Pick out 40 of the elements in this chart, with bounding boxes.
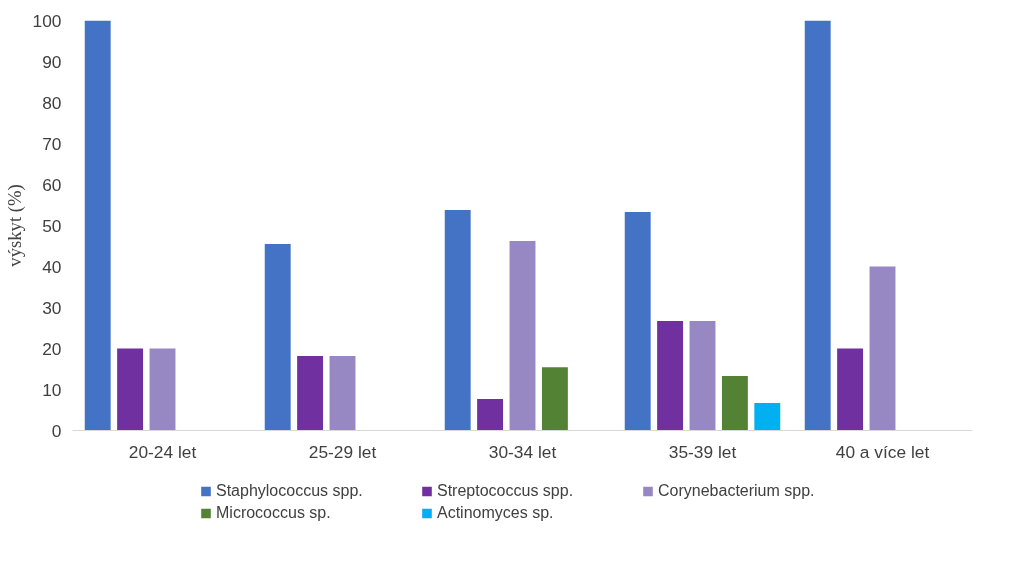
- legend-label: Corynebacterium spp.: [658, 481, 816, 500]
- y-tick-label: 90: [42, 51, 62, 72]
- bar: [869, 266, 896, 431]
- y-tick-label: 50: [42, 215, 62, 236]
- bar: [689, 321, 716, 431]
- y-tick-label: 20: [42, 338, 62, 359]
- bar: [721, 375, 748, 431]
- y-tick-label: 10: [42, 379, 62, 400]
- bar: [804, 20, 831, 431]
- bar: [509, 241, 536, 431]
- bar: [297, 355, 324, 431]
- x-tick-label: 30-34 let: [488, 441, 557, 462]
- legend-label: Actinomyces sp.: [437, 503, 555, 522]
- bar: [477, 398, 504, 431]
- y-tick-label: 80: [42, 92, 62, 113]
- legend-label: Staphylococcus spp.: [216, 481, 364, 500]
- y-tick-label: 70: [42, 133, 62, 154]
- x-tick-label: 25-29 let: [308, 441, 377, 462]
- y-tick-label: 0: [51, 420, 62, 441]
- legend-label: Streptococcus spp.: [437, 481, 575, 500]
- bar: [837, 348, 864, 431]
- bar: [117, 348, 144, 431]
- bar: [264, 243, 291, 431]
- bar: [84, 20, 111, 431]
- bar: [329, 355, 356, 431]
- y-axis-title: výskyt (%): [3, 184, 26, 267]
- bar: [754, 403, 781, 431]
- y-tick-label: 100: [32, 10, 62, 31]
- x-tick-label: 20-24 let: [128, 441, 197, 462]
- x-tick-label: 40 a více let: [835, 441, 930, 462]
- bar: [149, 348, 176, 431]
- bar: [657, 321, 684, 431]
- bar: [444, 209, 471, 431]
- y-tick-label: 60: [42, 174, 62, 195]
- y-tick-label: 30: [42, 297, 62, 318]
- legend-label: Micrococcus sp.: [216, 503, 332, 522]
- bar: [624, 211, 651, 431]
- x-tick-label: 35-39 let: [668, 441, 737, 462]
- bar: [541, 367, 568, 431]
- y-tick-label: 40: [42, 256, 62, 277]
